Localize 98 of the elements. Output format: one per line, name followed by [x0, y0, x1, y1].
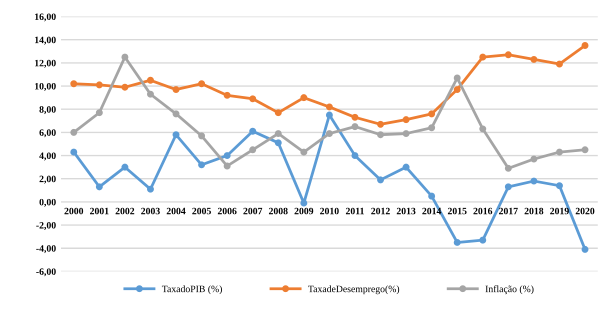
x-tick-label: 2008 — [268, 208, 288, 214]
point — [479, 54, 486, 61]
point — [224, 162, 231, 170]
point — [96, 81, 103, 88]
point — [274, 130, 282, 138]
point — [70, 148, 78, 156]
point — [121, 84, 128, 91]
point — [582, 146, 588, 154]
y-tick-label: 12,00 — [35, 60, 56, 68]
point — [530, 56, 538, 63]
point — [530, 178, 538, 185]
point — [402, 130, 410, 138]
y-tick-label: 6,00 — [39, 129, 56, 138]
x-tick-label: 2010 — [320, 208, 339, 214]
y-tick-label: 10,00 — [35, 82, 56, 91]
point — [70, 128, 78, 136]
y-tick-label: 2,00 — [40, 176, 56, 184]
x-tick-label: 2018 — [524, 208, 544, 214]
y-tick-label: -6,00 — [36, 268, 56, 276]
point — [582, 42, 588, 49]
point — [198, 132, 206, 140]
point — [504, 183, 512, 190]
x-tick-label: 2013 — [396, 208, 416, 214]
point — [274, 109, 282, 116]
point — [351, 123, 358, 130]
point — [146, 186, 154, 193]
point — [351, 114, 358, 121]
point — [454, 86, 461, 94]
x-tick-label: 2000 — [64, 208, 84, 214]
point — [504, 51, 512, 58]
x-tick-label: 2004 — [166, 208, 186, 214]
point — [224, 152, 231, 160]
point — [172, 131, 180, 138]
point — [121, 54, 128, 61]
point — [70, 80, 78, 88]
point — [300, 94, 308, 102]
point — [326, 103, 333, 110]
x-tick-label: 2006 — [218, 208, 237, 214]
x-tick-label: 2017 — [499, 208, 518, 214]
point — [198, 80, 206, 88]
point — [479, 236, 486, 244]
point — [428, 192, 436, 200]
point — [249, 128, 256, 135]
point — [96, 109, 103, 116]
y-tick-label: 4,00 — [39, 152, 56, 160]
point — [454, 74, 461, 82]
x-tick-label: 2015 — [448, 208, 467, 214]
y-tick-label: 16,00 — [35, 13, 56, 22]
point — [224, 92, 231, 99]
y-tick-label: -4,00 — [36, 245, 56, 254]
point — [96, 183, 103, 190]
y-tick-label: 14,00 — [35, 36, 56, 45]
x-tick-label: 2002 — [116, 208, 134, 214]
point — [504, 164, 512, 172]
legend-label: TaxadoPIB (%) — [162, 285, 222, 294]
point — [172, 86, 180, 94]
point — [146, 90, 154, 98]
point — [428, 124, 436, 132]
point — [326, 130, 333, 138]
legend-label: Inflação (%) — [485, 285, 534, 294]
point — [146, 76, 154, 84]
point — [479, 125, 486, 132]
point — [530, 156, 538, 163]
point — [377, 120, 384, 128]
y-tick-label: 8,00 — [39, 106, 56, 114]
point — [249, 95, 256, 102]
point — [556, 182, 563, 190]
y-tick-label: -2,00 — [36, 222, 56, 230]
point — [326, 112, 333, 118]
y-tick-label: 0,00 — [39, 198, 56, 207]
x-tick-label: 2016 — [473, 208, 492, 214]
point — [428, 110, 436, 118]
point — [377, 176, 384, 184]
point — [198, 161, 206, 168]
x-tick-label: 2005 — [192, 208, 211, 214]
point — [249, 146, 256, 154]
point — [274, 139, 282, 146]
point — [351, 152, 358, 160]
x-tick-label: 2001 — [90, 208, 109, 214]
point — [300, 200, 308, 207]
point — [556, 60, 563, 68]
point — [556, 148, 563, 156]
point — [172, 110, 180, 118]
point — [300, 148, 308, 156]
point — [454, 238, 461, 246]
x-tick-label: 2020 — [576, 208, 594, 214]
point — [402, 116, 410, 124]
legend-label: TaxadeDesemprego(%) — [308, 285, 400, 294]
x-tick-label: 2007 — [243, 208, 262, 214]
x-tick-label: 2012 — [371, 208, 390, 214]
point — [402, 164, 410, 171]
x-tick-label: 2019 — [550, 208, 569, 214]
point — [377, 131, 384, 138]
x-tick-label: 2003 — [141, 208, 160, 214]
x-tick-label: 2011 — [346, 208, 364, 214]
point — [582, 246, 588, 253]
x-tick-label: 2009 — [294, 208, 314, 214]
point — [121, 164, 128, 171]
